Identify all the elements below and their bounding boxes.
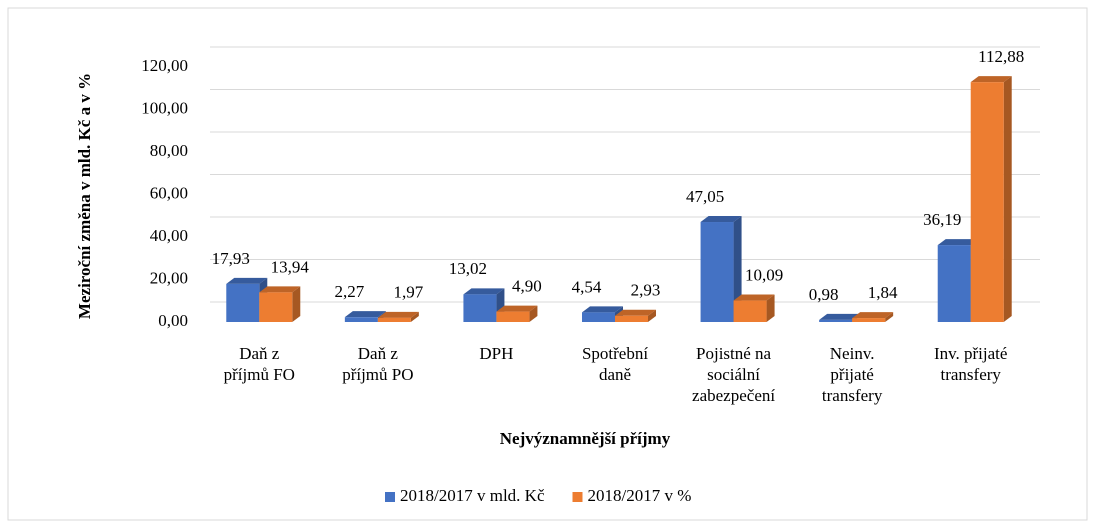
legend-swatch [572,492,583,502]
data-label: 47,05 [686,187,724,206]
bar-side [885,312,894,322]
bar-top [259,286,301,293]
bar [970,76,1012,322]
bar-top [937,239,979,246]
bar [259,286,301,322]
y-tick-label: 120,00 [141,56,188,75]
bar-top [700,216,742,223]
bar-side [292,286,301,322]
x-tick-label: DPH [479,344,513,363]
bar [463,288,505,322]
data-label: 1,84 [868,283,898,302]
bar-front [700,222,734,322]
bar-front [463,294,497,322]
x-axis-title: Nejvýznamnější příjmy [500,429,671,448]
bar-front [226,283,260,322]
chart-border [7,7,1088,521]
bar-side [410,311,419,322]
x-tick-label: Neinv. přijaté transfery [822,344,883,405]
bar [377,311,419,322]
data-label: 13,02 [449,259,487,278]
bar-top [582,306,623,313]
bar-side [1003,76,1012,322]
x-tick-label: Pojistné na sociální zabezpečení [692,344,775,405]
bar-front [937,245,971,322]
bar-top [463,288,505,295]
bar-front [733,300,767,322]
data-label: 36,19 [923,210,961,229]
bar-front [582,312,615,322]
y-axis-title: Meziroční změna v mld. Kč a v % [75,73,94,319]
bar-side [733,216,742,322]
bar [700,216,742,322]
data-label: 4,90 [512,276,542,295]
y-tick-label: 100,00 [141,98,188,117]
bar-side [648,309,656,322]
data-label: 10,09 [745,265,783,284]
bar-front [344,317,378,322]
bar-front [377,317,411,322]
y-tick-label: 0,00 [158,311,188,330]
data-label: 0,98 [809,285,839,304]
bar-front [970,82,1004,322]
x-tick-label: Inv. přijaté transfery [934,344,1007,384]
bar [852,312,894,322]
data-label: 2,27 [334,282,364,301]
bar-side [766,294,775,322]
y-tick-label: 60,00 [150,183,188,202]
bar [496,305,538,322]
data-label: 13,94 [271,257,310,276]
x-tick-label: Daň z příjmů PO [342,344,413,384]
x-tick-label: Spotřební daně [582,344,648,384]
bar-top [852,312,894,319]
bar-top [970,76,1012,83]
bar-top [615,309,656,316]
bar-front [615,315,648,322]
bar [733,294,775,322]
x-tick-label: Daň z příjmů FO [224,344,295,384]
bar-front [819,319,853,322]
y-tick-label: 20,00 [150,268,188,287]
data-label: 1,97 [393,283,423,302]
legend-label: 2018/2017 v mld. Kč [400,486,545,505]
y-tick-label: 40,00 [150,226,188,245]
bar-top [496,305,538,312]
bar-top [733,294,775,301]
bar-top [226,277,268,284]
y-tick-label: 80,00 [150,141,188,160]
data-label: 17,93 [212,249,250,268]
data-label: 2,93 [631,281,661,300]
bar-top [377,311,419,318]
legend-swatch [385,492,395,502]
bar-front [259,292,293,322]
bar [615,309,656,322]
bar-top [819,313,861,320]
data-label: 4,54 [572,277,602,296]
bar-top [344,311,386,318]
bar-front [496,311,530,322]
legend-label: 2018/2017 v % [588,486,692,505]
data-label: 112,88 [978,47,1024,66]
bar-front [852,318,886,322]
bar-side [529,305,538,322]
